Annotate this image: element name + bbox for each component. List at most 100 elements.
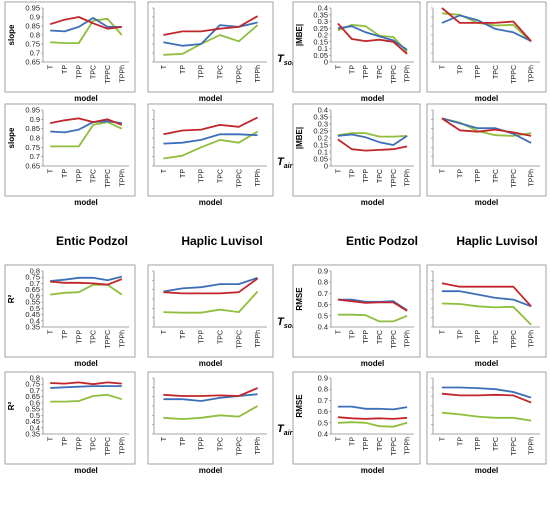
series-line-3 xyxy=(441,302,532,326)
x-tick-label: TPP xyxy=(475,437,482,451)
y-tick-label: 0.65 xyxy=(25,162,40,171)
header-haplic-luvisol-right: Haplic Luvisol xyxy=(456,234,537,248)
series-line-2 xyxy=(163,133,258,145)
x-tick-label: T xyxy=(335,168,342,173)
x-axis-label: model xyxy=(74,359,98,368)
series-line-1 xyxy=(337,138,408,152)
chart-panel-15: 0.4 0.5 0.6 0.7 0.8 0.9 RMSE T TP TPP TPC TPPC TPPh m… xyxy=(292,371,421,475)
y-tick-label: 0.7 xyxy=(30,279,40,288)
x-axis-label: model xyxy=(199,359,223,368)
x-tick-label: TPP xyxy=(76,169,83,183)
x-axis-label: model xyxy=(199,94,223,103)
x-tick-label: TP xyxy=(349,330,356,339)
y-tick-label: 0.35 xyxy=(313,113,328,122)
series-line-2 xyxy=(50,120,122,134)
x-axis-label: model xyxy=(74,466,98,475)
x-tick-label: TP xyxy=(349,437,356,446)
x-tick-label: TPC xyxy=(377,437,384,451)
x-tick-label: TP xyxy=(62,169,69,178)
x-tick-label: TPP xyxy=(76,65,83,79)
y-tick-label: 0.15 xyxy=(313,141,328,150)
x-tick-label: TPPC xyxy=(391,65,398,84)
x-tick-label: TP xyxy=(62,330,69,339)
x-tick-label: TPPC xyxy=(391,169,398,188)
x-tick-label: TPPh xyxy=(529,437,536,455)
series-line-1 xyxy=(50,117,123,126)
x-tick-label: TPPC xyxy=(511,65,518,84)
series-line-2 xyxy=(337,405,408,411)
series-line-1 xyxy=(337,298,408,312)
x-tick-label: T xyxy=(48,64,55,69)
series-line-1 xyxy=(49,16,122,30)
y-tick-label: 0.95 xyxy=(25,106,40,115)
x-tick-label: TPPh xyxy=(255,65,262,83)
series-line-3 xyxy=(50,283,123,296)
series-line-3 xyxy=(163,290,259,314)
y-tick-label: 0.7 xyxy=(318,396,328,405)
x-tick-label: TPPh xyxy=(255,437,262,455)
x-tick-label: T xyxy=(161,329,168,334)
chart-panel-4: T TP TPP TPC TPPC TPPh model xyxy=(426,1,547,103)
y-tick-label: 0.6 xyxy=(30,291,40,300)
x-tick-label: TPPC xyxy=(105,65,112,84)
y-tick-label: 0.1 xyxy=(318,44,328,53)
chart-panel-3: 00.050.10.150.20.250.30.350.4 |MBE| T TP TPP… xyxy=(292,1,421,103)
y-tick-label: 0.1 xyxy=(318,148,328,157)
y-tick-label: 0.4 xyxy=(30,316,40,325)
x-axis-label: model xyxy=(475,198,499,207)
x-tick-label: TP xyxy=(457,169,464,178)
y-tick-label: 0.3 xyxy=(318,120,328,129)
x-tick-label: TPP xyxy=(363,65,370,79)
x-tick-label: TP xyxy=(180,437,187,446)
row-label-tsoil-2: Tsoil xyxy=(277,316,297,330)
panel-frame xyxy=(292,1,421,93)
panel-frame xyxy=(292,264,421,358)
y-tick-label: 0.4 xyxy=(318,323,328,332)
y-axis-label: R² xyxy=(7,294,16,303)
series-line-3 xyxy=(50,17,123,44)
x-tick-label: T xyxy=(48,168,55,173)
series-line-1 xyxy=(441,7,532,42)
y-tick-label: 0.65 xyxy=(25,285,40,294)
series-line-3 xyxy=(50,393,123,403)
x-axis-label: model xyxy=(361,198,385,207)
x-tick-label: T xyxy=(439,168,446,173)
x-tick-label: TPC xyxy=(217,330,224,344)
y-axis-label: slope xyxy=(7,24,16,45)
y-tick-label: 0.7 xyxy=(30,49,40,58)
series-line-2 xyxy=(441,14,532,42)
series-line-1 xyxy=(50,381,122,386)
y-tick-label: 0.7 xyxy=(30,386,40,395)
x-axis-label: model xyxy=(361,466,385,475)
x-tick-label: TPPh xyxy=(529,169,536,187)
y-tick-label: 0.35 xyxy=(313,10,328,19)
y-tick-label: 0.2 xyxy=(318,134,328,143)
y-tick-label: 0.4 xyxy=(30,423,40,432)
series-line-3 xyxy=(337,421,408,428)
x-axis-label: model xyxy=(199,198,223,207)
y-tick-label: 0.55 xyxy=(25,298,40,307)
x-tick-label: TPPC xyxy=(105,437,112,456)
x-tick-label: TPP xyxy=(475,169,482,183)
x-axis-label: model xyxy=(475,359,499,368)
chart-panel-1: 0.650.70.750.80.850.90.95 slope T TP TPP TPC T… xyxy=(4,1,136,103)
x-tick-label: TPPC xyxy=(391,330,398,349)
y-tick-label: 0.35 xyxy=(25,430,40,439)
series-line-1 xyxy=(163,116,258,136)
x-tick-label: TPPC xyxy=(391,437,398,456)
x-tick-label: TPPh xyxy=(405,437,412,455)
series-line-3 xyxy=(163,130,259,160)
y-tick-label: 0.9 xyxy=(30,13,40,22)
x-tick-label: TPPC xyxy=(511,330,518,349)
x-tick-label: TPPh xyxy=(255,169,262,187)
x-tick-label: TPC xyxy=(217,437,224,451)
x-tick-label: TP xyxy=(457,437,464,446)
x-tick-label: TPP xyxy=(363,437,370,451)
row-label-tair-1: Tair xyxy=(277,156,294,170)
x-tick-label: TPPC xyxy=(105,169,112,188)
x-tick-label: TPPh xyxy=(405,169,412,187)
x-tick-label: TPP xyxy=(76,437,83,451)
y-tick-label: 0.05 xyxy=(313,51,328,60)
x-axis-label: model xyxy=(361,359,385,368)
series-line-2 xyxy=(163,276,258,293)
